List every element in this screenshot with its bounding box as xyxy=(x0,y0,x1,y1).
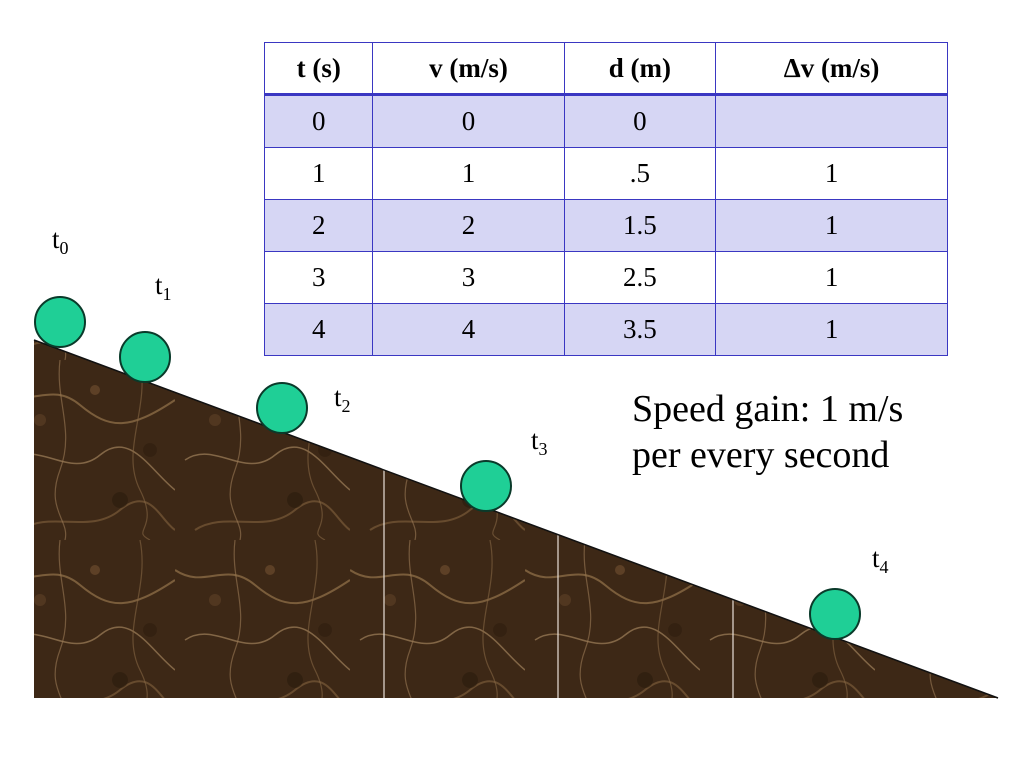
table-cell: 4 xyxy=(263,303,374,356)
caption-line-1: Speed gain: 1 m/s xyxy=(632,388,904,430)
table-cell: 3.5 xyxy=(563,303,717,356)
time-label-t0: t0 xyxy=(52,224,69,258)
table-cell: 3 xyxy=(372,251,565,304)
table-row: 1 1 .5 1 xyxy=(263,147,948,200)
column-header-distance: d (m) xyxy=(563,42,717,96)
table-header-row: t (s) v (m/s) d (m) Δv (m/s) xyxy=(263,42,948,96)
table-cell: 0 xyxy=(563,94,717,148)
table-cell: 1 xyxy=(263,147,374,200)
table-row: 4 4 3.5 1 xyxy=(263,303,948,356)
table-row: 0 0 0 xyxy=(263,94,948,148)
table-cell: 0 xyxy=(263,94,374,148)
table-cell: 0 xyxy=(372,94,565,148)
table-cell: 2 xyxy=(372,199,565,252)
ball-t1 xyxy=(119,331,171,383)
column-header-time: t (s) xyxy=(263,42,374,96)
time-label-t1: t1 xyxy=(155,270,172,304)
column-header-delta-velocity: Δv (m/s) xyxy=(715,42,948,96)
motion-data-table: t (s) v (m/s) d (m) Δv (m/s) 0 0 0 1 1 .… xyxy=(263,42,948,356)
ball-t2 xyxy=(256,382,308,434)
table-cell: 2.5 xyxy=(563,251,717,304)
table-cell: 1 xyxy=(715,147,948,200)
table-cell: 1 xyxy=(715,303,948,356)
time-label-t2: t2 xyxy=(334,382,351,416)
table-cell xyxy=(715,94,948,148)
column-header-velocity: v (m/s) xyxy=(372,42,565,96)
table-cell: 4 xyxy=(372,303,565,356)
table-cell: 1 xyxy=(715,251,948,304)
table-cell: .5 xyxy=(563,147,717,200)
speed-gain-caption: Speed gain: 1 m/s per every second xyxy=(632,386,903,478)
table-cell: 1 xyxy=(715,199,948,252)
ball-t0 xyxy=(34,296,86,348)
caption-line-2: per every second xyxy=(632,434,890,476)
table-row: 3 3 2.5 1 xyxy=(263,251,948,304)
time-label-t4: t4 xyxy=(872,543,889,577)
time-label-t3: t3 xyxy=(531,425,548,459)
ball-t4 xyxy=(809,588,861,640)
table-cell: 1.5 xyxy=(563,199,717,252)
table-cell: 1 xyxy=(372,147,565,200)
table-cell: 3 xyxy=(263,251,374,304)
ball-t3 xyxy=(460,460,512,512)
table-row: 2 2 1.5 1 xyxy=(263,199,948,252)
table-cell: 2 xyxy=(263,199,374,252)
